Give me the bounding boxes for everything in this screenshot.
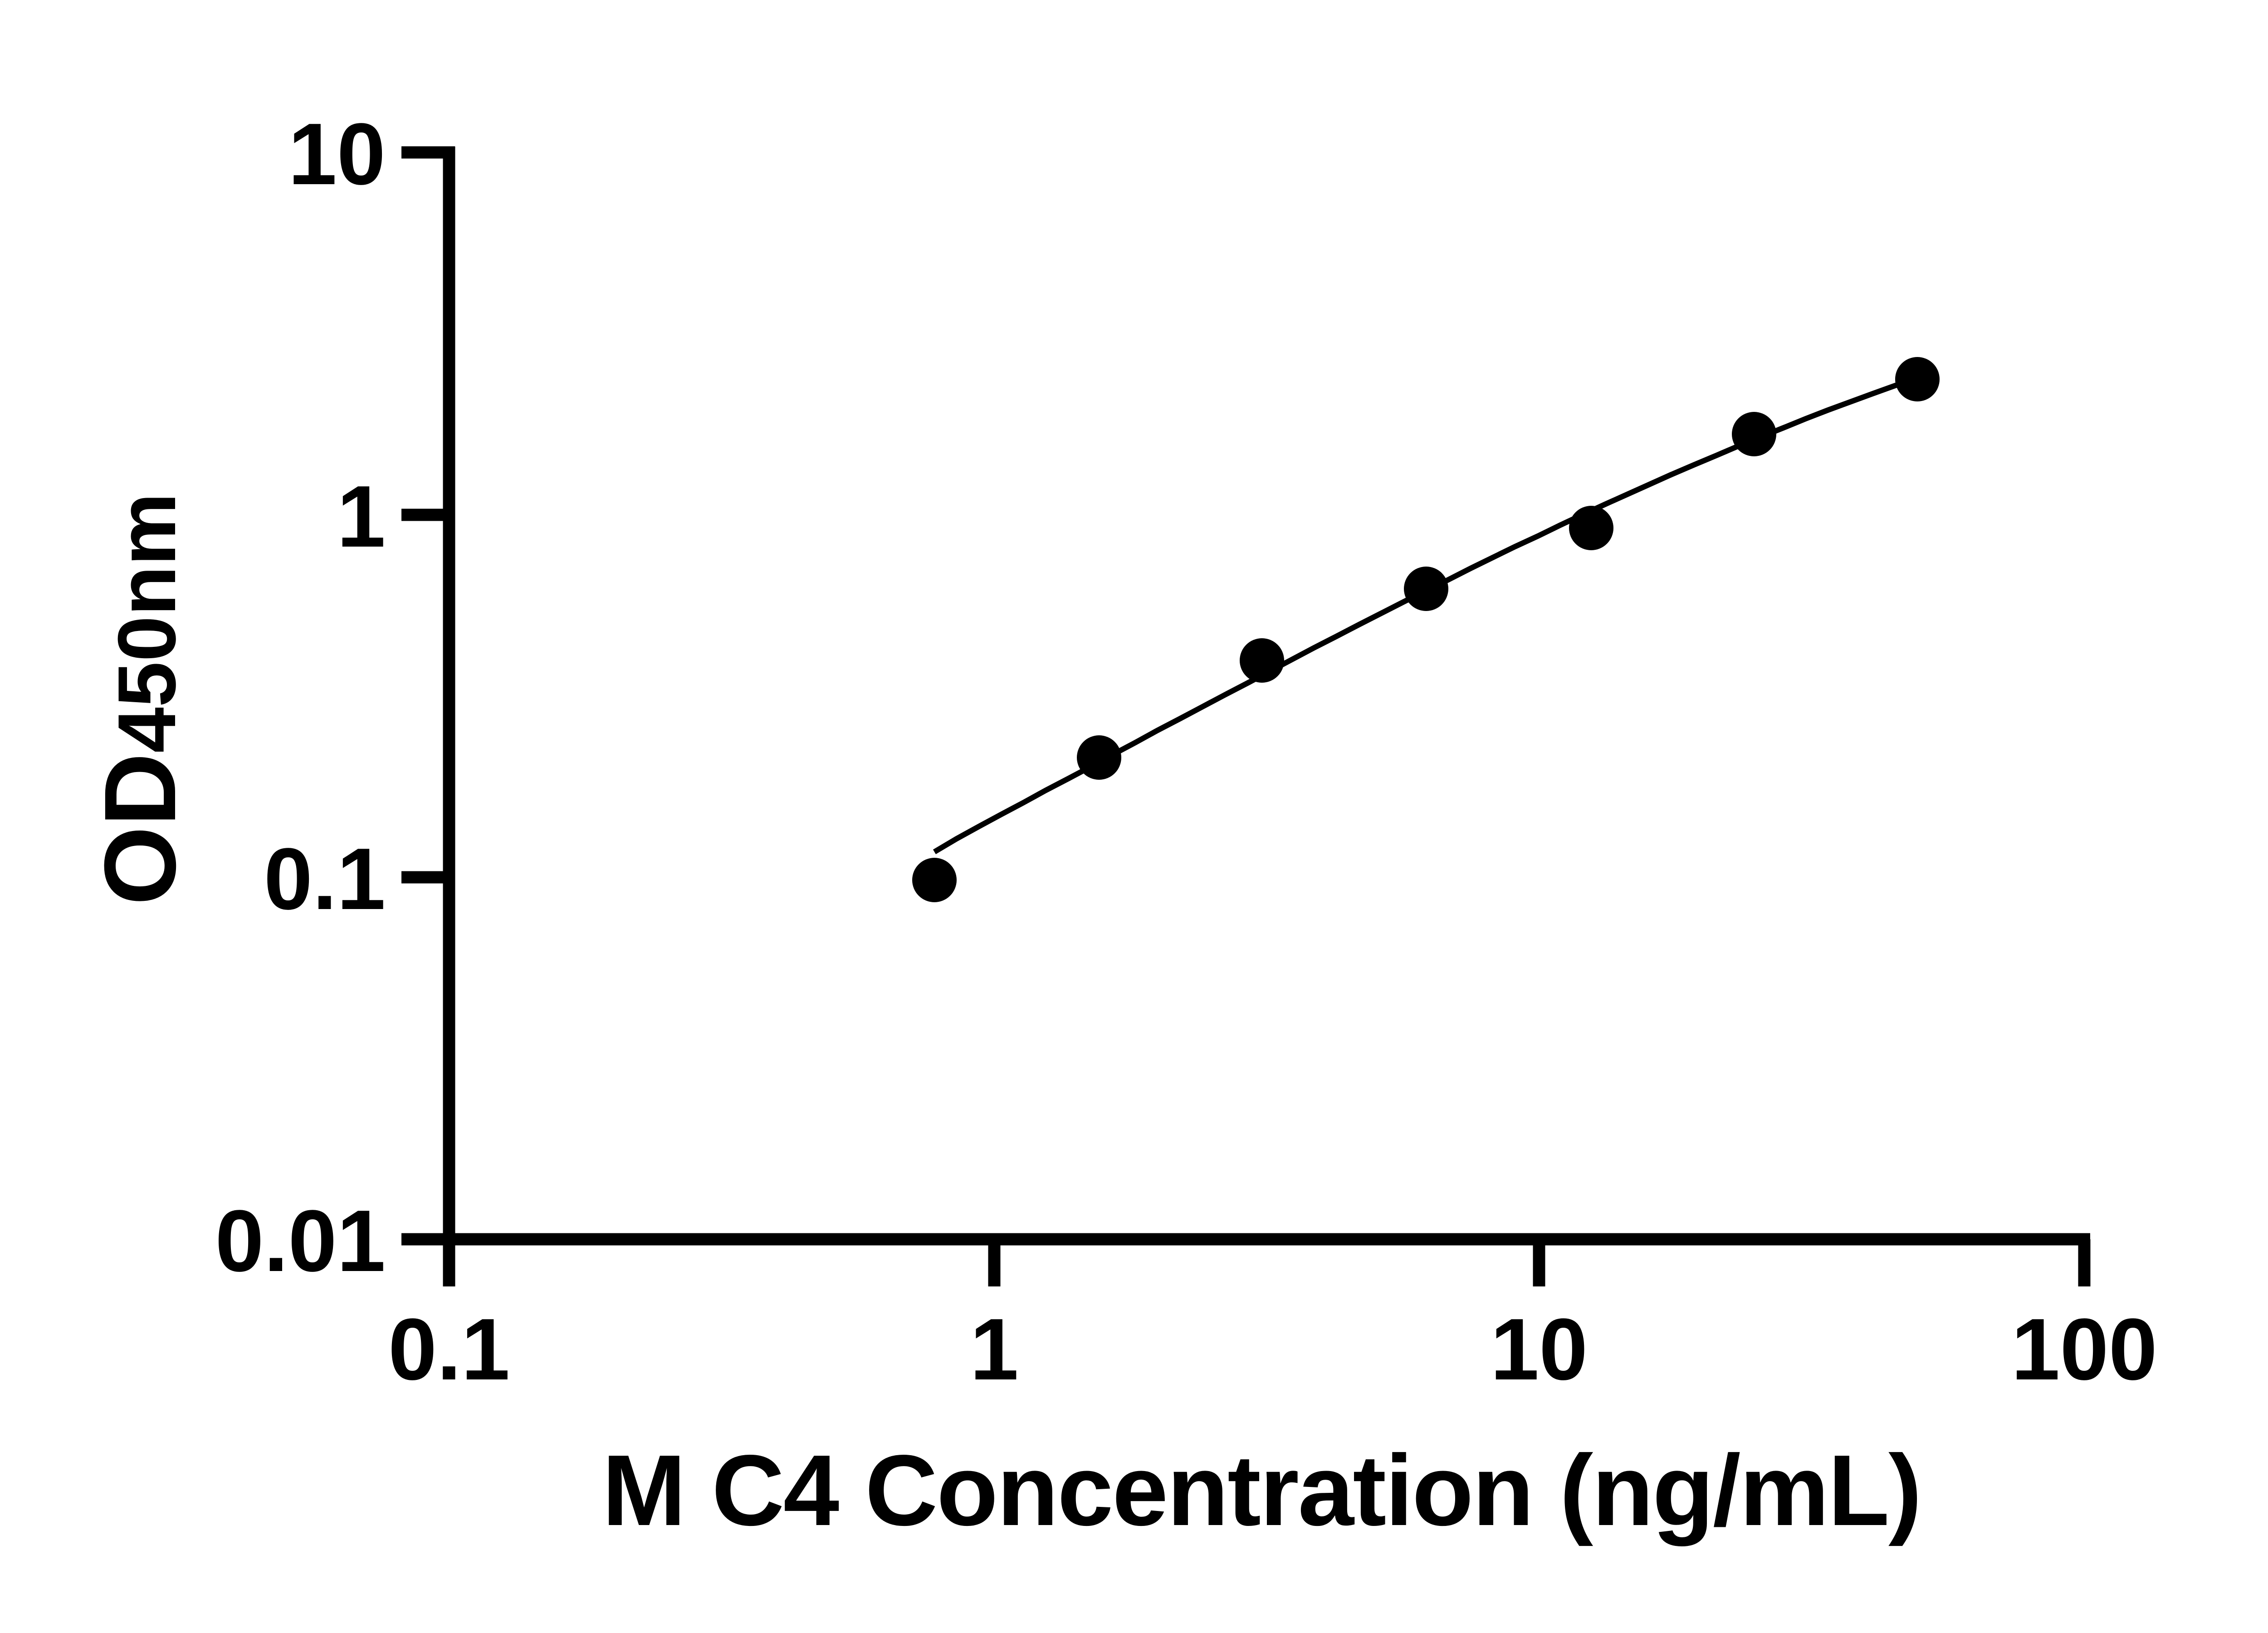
svg-text:10: 10 — [288, 105, 386, 203]
svg-text:0.01: 0.01 — [215, 1192, 386, 1290]
svg-text:0.1: 0.1 — [388, 1300, 510, 1398]
svg-text:1: 1 — [970, 1300, 1018, 1398]
svg-text:100: 100 — [2011, 1300, 2157, 1398]
svg-text:0.1: 0.1 — [264, 830, 386, 928]
svg-text:10: 10 — [1491, 1300, 1588, 1398]
svg-text:M C4 Concentration (ng/mL): M C4 Concentration (ng/mL) — [602, 1434, 1921, 1547]
svg-text:1: 1 — [337, 467, 386, 565]
svg-text:OD450nm: OD450nm — [83, 493, 197, 905]
